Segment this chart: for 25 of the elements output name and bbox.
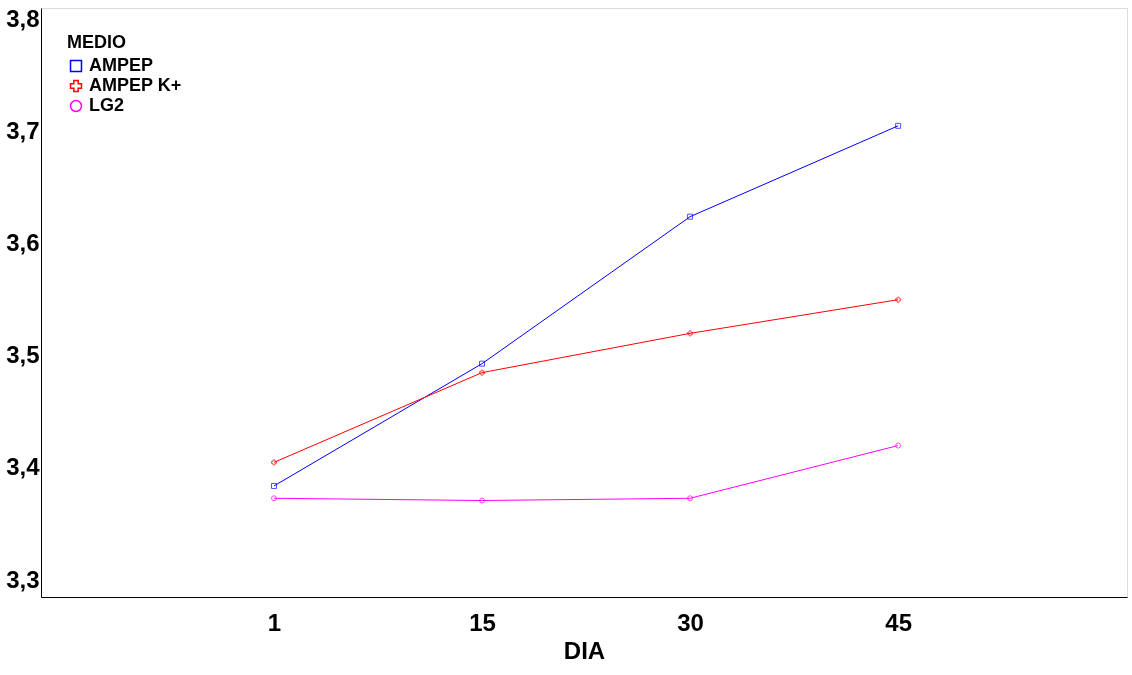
y-tick-label: 3,5	[6, 341, 40, 369]
x-tick-label: 1	[267, 608, 282, 636]
point	[271, 482, 278, 489]
x-tick-label: 30	[677, 608, 704, 636]
point	[687, 213, 694, 220]
point	[479, 369, 486, 376]
legend-title: MEDIO	[67, 32, 127, 52]
point	[687, 330, 694, 337]
point	[271, 459, 278, 466]
x-axis-title: DIA	[563, 636, 606, 664]
y-tick-label: 3,8	[6, 4, 40, 32]
legend-label: AMPEP	[89, 55, 154, 75]
legend-label: LG2	[89, 95, 125, 115]
x-tick-label: 45	[885, 608, 912, 636]
point	[479, 360, 486, 367]
y-tick-label: 3,4	[6, 453, 41, 481]
legend-label: AMPEP K+	[89, 75, 182, 95]
y-tick-label: 3,6	[6, 229, 40, 257]
point	[479, 497, 486, 504]
y-tick-label: 3,7	[6, 116, 40, 144]
y-tick-label: 3,3	[6, 565, 40, 593]
point	[895, 296, 902, 303]
x-tick-label: 15	[469, 608, 496, 636]
point	[687, 495, 694, 502]
point	[895, 122, 902, 129]
